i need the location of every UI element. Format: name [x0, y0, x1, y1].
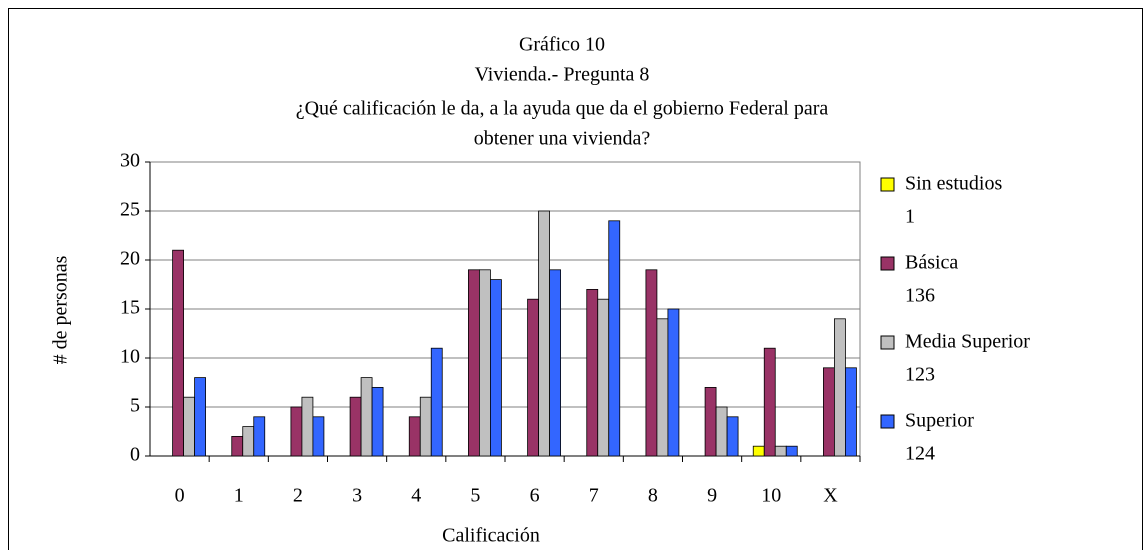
bar — [549, 269, 561, 457]
x-tick-label: 4 — [411, 485, 421, 507]
x-tick-label: 3 — [352, 485, 362, 507]
legend-total: 123 — [905, 364, 935, 386]
bar — [360, 377, 373, 457]
bar — [290, 406, 303, 457]
bar — [172, 249, 184, 457]
bar — [656, 318, 669, 457]
legend-swatch — [880, 177, 895, 192]
chart-title: ¿Qué calificación le da, a la ayuda que … — [296, 98, 829, 120]
legend-label: Básica — [905, 252, 958, 274]
x-tick-label: 9 — [707, 485, 717, 507]
x-tick-label: 1 — [234, 485, 244, 507]
bar — [645, 269, 658, 457]
bar — [538, 210, 550, 457]
bar — [752, 445, 765, 457]
y-tick-label: 15 — [120, 297, 140, 319]
bar — [479, 269, 491, 457]
y-tick-label: 20 — [120, 248, 140, 270]
y-axis-label: # de personas — [50, 255, 72, 364]
legend-total: 124 — [905, 443, 935, 465]
chart-title: Vivienda.- Pregunta 8 — [475, 64, 650, 86]
bar — [586, 288, 599, 457]
bar — [834, 318, 846, 457]
bar — [823, 367, 835, 457]
x-tick-label: X — [823, 485, 838, 507]
x-tick-label: 5 — [470, 485, 480, 507]
x-tick-label: 0 — [175, 485, 185, 507]
bar — [349, 396, 362, 457]
legend-swatch — [880, 335, 895, 350]
legend-label: Superior — [905, 410, 974, 432]
y-tick-label: 30 — [120, 150, 140, 172]
chart-title: obtener una vivienda? — [474, 128, 651, 150]
bar — [785, 445, 798, 457]
legend-swatch — [880, 256, 895, 271]
bar — [183, 396, 195, 457]
legend-label: Sin estudios — [905, 173, 1002, 195]
x-tick-label: 8 — [648, 485, 658, 507]
bar — [715, 406, 728, 457]
y-tick-label: 0 — [130, 444, 140, 466]
x-axis-label: Calificación — [442, 525, 540, 547]
y-tick-label: 10 — [120, 346, 140, 368]
bar — [430, 347, 443, 457]
y-tick-label: 5 — [130, 395, 140, 417]
x-tick-label: 10 — [761, 485, 781, 507]
bar — [242, 426, 255, 457]
bar — [763, 347, 776, 457]
bar — [408, 416, 421, 457]
x-tick-label: 7 — [589, 485, 599, 507]
bar — [194, 377, 206, 457]
chart-border — [8, 8, 1143, 550]
bar — [527, 298, 539, 457]
bar — [468, 269, 480, 457]
bar — [704, 386, 717, 457]
bar — [371, 386, 384, 457]
chart-title: Gráfico 10 — [519, 34, 605, 56]
bar — [726, 416, 739, 457]
bar — [667, 308, 680, 457]
x-tick-label: 6 — [530, 485, 540, 507]
bar — [253, 416, 266, 457]
legend-label: Media Superior — [905, 331, 1030, 353]
x-tick-label: 2 — [293, 485, 303, 507]
legend-total: 136 — [905, 285, 935, 307]
bar — [774, 445, 787, 457]
bar — [608, 220, 621, 457]
bar — [490, 279, 502, 457]
bar — [845, 367, 857, 457]
bar — [301, 396, 314, 457]
bar — [597, 298, 610, 457]
bar — [312, 416, 325, 457]
y-tick-label: 25 — [120, 199, 140, 221]
bar — [419, 396, 432, 457]
legend-swatch — [880, 414, 895, 429]
bar — [231, 435, 244, 457]
legend-total: 1 — [905, 206, 915, 228]
